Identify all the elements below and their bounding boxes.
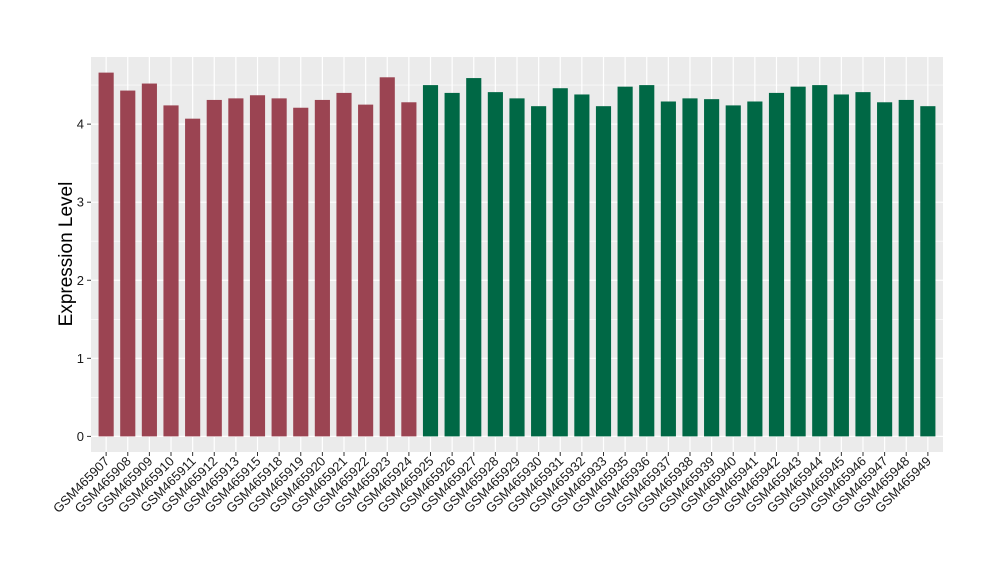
bar-GSM465923: [379, 77, 395, 437]
bar-GSM465909: [141, 83, 157, 437]
bar-GSM465908: [120, 90, 136, 437]
bar-GSM465930: [531, 106, 547, 437]
bar-GSM465945: [833, 94, 849, 437]
bar-GSM465928: [487, 92, 503, 437]
bar-GSM465924: [401, 102, 417, 437]
bar-GSM465907: [98, 72, 114, 437]
y-tick-label: 0: [77, 429, 84, 444]
bar-GSM465933: [595, 106, 612, 437]
bar-GSM465942: [768, 92, 785, 437]
bar-GSM465915: [249, 95, 266, 437]
bar-GSM465935: [617, 86, 633, 437]
y-tick-label: 2: [77, 273, 84, 288]
bar-GSM465926: [444, 92, 460, 437]
bar-GSM465921: [336, 92, 352, 437]
y-tick-label: 4: [77, 117, 84, 132]
bar-GSM465940: [725, 105, 741, 437]
bar-GSM465937: [660, 101, 676, 437]
bar-GSM465943: [790, 86, 806, 437]
y-axis-title: Expression Level: [56, 182, 77, 327]
bar-GSM465913: [228, 98, 244, 437]
bar-GSM465944: [812, 85, 828, 437]
bar-GSM465911: [185, 118, 201, 437]
bar-GSM465918: [271, 98, 287, 437]
bar-GSM465936: [639, 85, 655, 437]
bar-GSM465920: [314, 99, 330, 437]
x-axis: GSM465907GSM465908GSM465909GSM465910GSM4…: [50, 452, 934, 516]
y-tick-label: 1: [77, 351, 84, 366]
bar-GSM465946: [855, 92, 871, 437]
bar-GSM465929: [509, 98, 525, 437]
bar-GSM465931: [552, 88, 568, 437]
bar-GSM465938: [682, 98, 698, 437]
bar-GSM465939: [704, 99, 720, 437]
bars: [98, 72, 936, 437]
bar-GSM465919: [293, 107, 309, 437]
bar-GSM465927: [466, 78, 482, 437]
y-tick-label: 3: [77, 195, 84, 210]
bar-GSM465912: [206, 99, 222, 437]
bar-GSM465948: [898, 99, 914, 437]
bar-GSM465932: [574, 94, 590, 437]
bar-GSM465949: [920, 106, 936, 437]
bar-GSM465925: [422, 85, 439, 437]
bar-GSM465910: [163, 105, 179, 437]
bar-GSM465941: [747, 101, 763, 437]
bar-GSM465922: [358, 104, 374, 437]
y-axis: 0 1 2 3 4: [77, 117, 91, 444]
bar-GSM465947: [877, 102, 893, 437]
